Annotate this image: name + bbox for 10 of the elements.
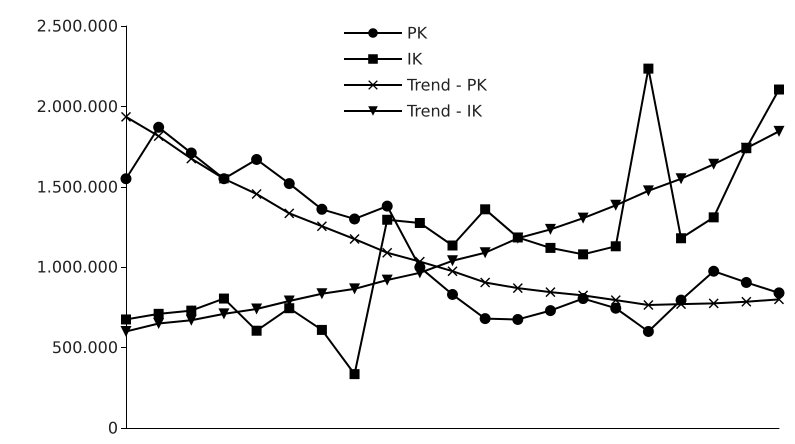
y-tick-label: 0 bbox=[108, 418, 118, 438]
y-tick-label: 2.500.000 bbox=[36, 16, 118, 36]
legend-label: Trend - IK bbox=[406, 102, 482, 120]
y-tick-label: 500.000 bbox=[52, 338, 118, 358]
y-tick-label: 1.000.000 bbox=[36, 258, 118, 277]
y-tick-label: 2.000.000 bbox=[36, 96, 118, 116]
legend-label: PK bbox=[407, 24, 428, 42]
y-tick-label: 1.500.000 bbox=[36, 177, 118, 196]
legend-label: IK bbox=[407, 50, 423, 68]
legend-label: Trend - PK bbox=[406, 76, 488, 94]
